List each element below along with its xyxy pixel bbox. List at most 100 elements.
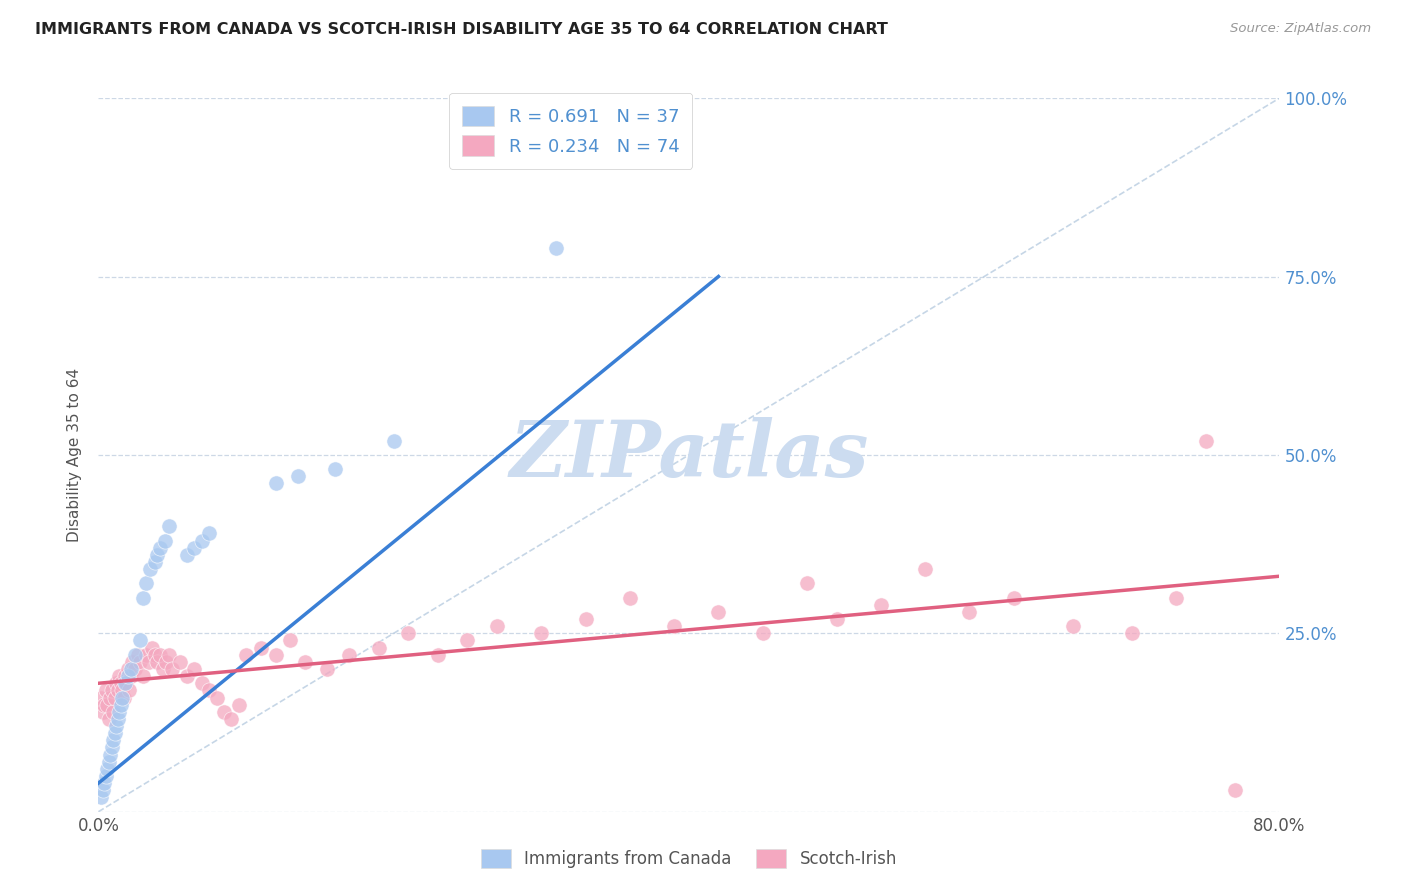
Point [138,655,160,669]
Point [751,626,773,640]
Point [278,633,302,648]
Point [114,676,136,690]
Point [264,648,287,662]
Point [96,698,118,712]
Point [98,747,121,762]
Point [157,648,180,662]
Point [959,605,981,619]
Point [183,662,205,676]
Text: Source: ZipAtlas.com: Source: ZipAtlas.com [1230,22,1371,36]
Point [124,662,146,676]
Point [1195,434,1218,448]
Point [264,476,287,491]
Point [141,640,163,655]
Point [114,669,136,683]
Point [530,626,553,640]
Point [1223,783,1246,797]
Point [90,790,112,805]
Point [323,462,346,476]
Point [427,648,450,662]
Point [169,655,191,669]
Point [94,769,117,783]
Point [105,719,128,733]
Point [132,669,155,683]
Point [135,576,157,591]
Point [157,519,180,533]
Point [205,690,228,705]
Point [128,655,150,669]
Point [914,562,936,576]
Point [183,541,205,555]
Point [127,648,149,662]
Point [1062,619,1084,633]
Point [104,690,127,705]
Text: IMMIGRANTS FROM CANADA VS SCOTCH-IRISH DISABILITY AGE 35 TO 64 CORRELATION CHART: IMMIGRANTS FROM CANADA VS SCOTCH-IRISH D… [35,22,889,37]
Point [574,612,596,626]
Point [90,690,112,705]
Point [104,726,127,740]
Point [93,698,115,712]
Point [396,626,419,640]
Point [120,669,142,683]
Point [100,740,122,755]
Point [287,469,309,483]
Point [149,648,172,662]
Point [368,640,391,655]
Point [91,783,114,797]
Point [107,712,129,726]
Point [152,662,174,676]
Point [139,562,162,576]
Point [97,712,120,726]
Point [219,712,242,726]
Point [176,548,198,562]
Point [105,676,128,690]
Point [456,633,478,648]
Point [97,755,120,769]
Point [191,676,214,690]
Point [135,648,157,662]
Point [316,662,339,676]
Point [546,241,568,255]
Point [124,648,146,662]
Point [94,683,117,698]
Point [128,633,150,648]
Point [121,655,143,669]
Point [108,669,131,683]
Point [146,548,169,562]
Point [1002,591,1025,605]
Point [120,662,142,676]
Point [153,533,176,548]
Point [212,705,235,719]
Point [108,705,131,719]
Point [228,698,250,712]
Point [143,555,166,569]
Point [176,669,198,683]
Point [132,591,155,605]
Point [235,648,257,662]
Point [146,655,169,669]
Point [294,655,316,669]
Point [100,683,122,698]
Point [664,619,686,633]
Point [98,690,121,705]
Point [339,648,360,662]
Point [198,526,221,541]
Point [110,676,132,690]
Point [162,662,183,676]
Point [250,640,273,655]
Point [93,776,115,790]
Point [111,690,134,705]
Legend: Immigrants from Canada, Scotch-Irish: Immigrants from Canada, Scotch-Irish [474,842,904,875]
Point [110,698,132,712]
Point [149,541,172,555]
Point [143,648,166,662]
Point [382,434,405,448]
Point [103,733,125,747]
Point [825,612,848,626]
Point [1121,626,1143,640]
Point [118,683,141,698]
Point [107,683,129,698]
Point [117,669,139,683]
Point [796,576,818,591]
Point [707,605,730,619]
